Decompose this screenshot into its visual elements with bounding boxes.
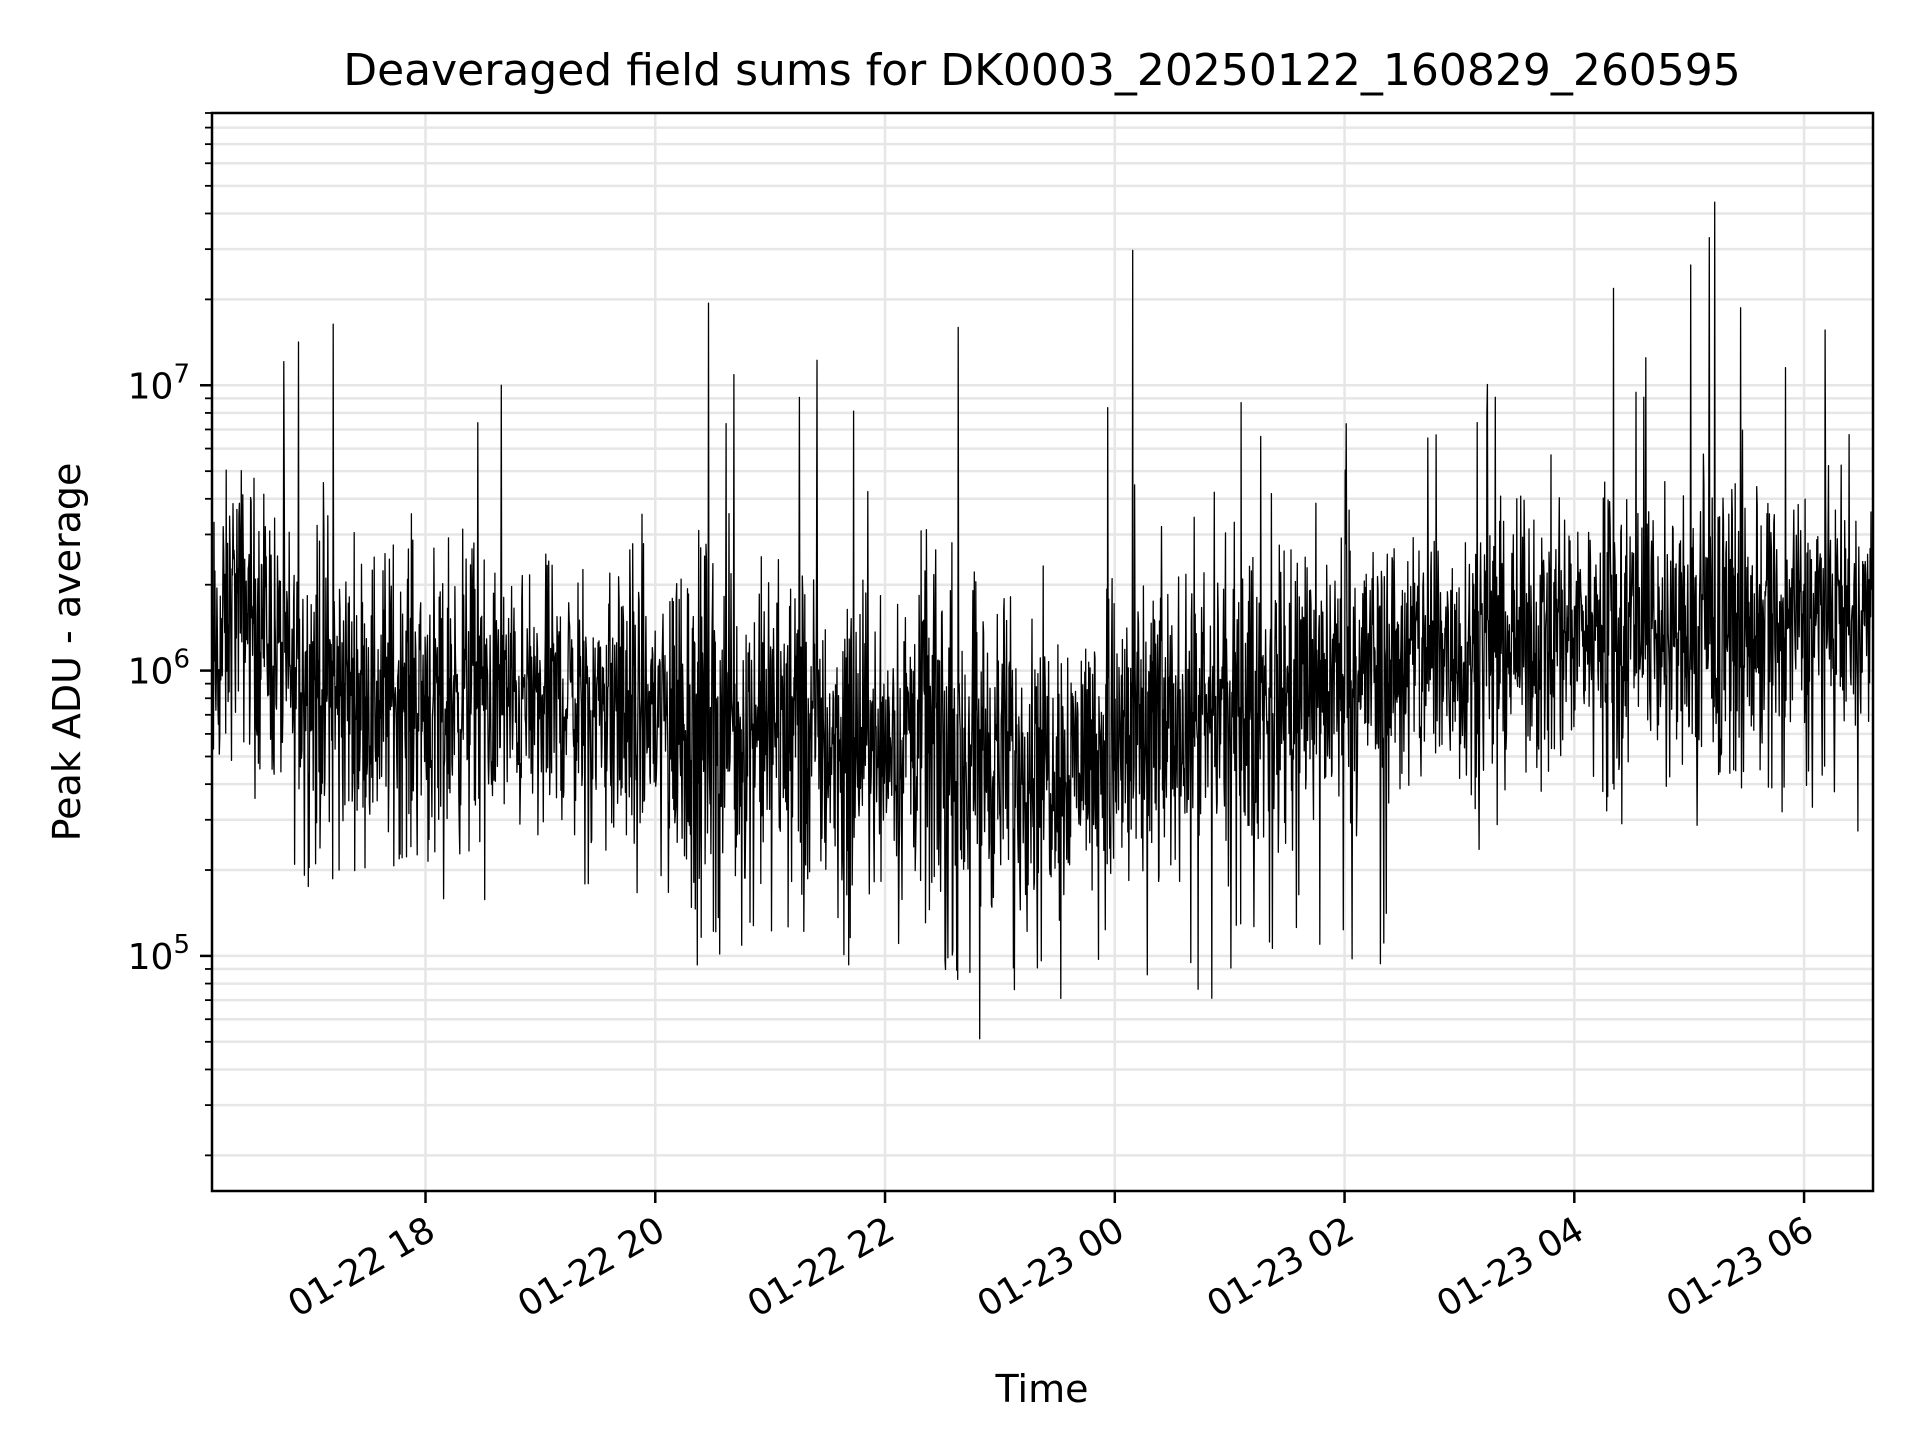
series-trace — [211, 201, 1874, 1040]
y-tick-label: 107 — [128, 359, 190, 407]
chart-title: Deaveraged field sums for DK0003_2025012… — [343, 45, 1741, 96]
plot-frame — [210, 111, 1875, 1193]
y-axis-label: Peak ADU - average — [45, 463, 89, 842]
y-tick-label: 106 — [128, 645, 190, 693]
x-axis-label: Time — [995, 1367, 1089, 1411]
y-tick-label: 105 — [128, 930, 190, 978]
series-line — [211, 201, 1874, 1040]
